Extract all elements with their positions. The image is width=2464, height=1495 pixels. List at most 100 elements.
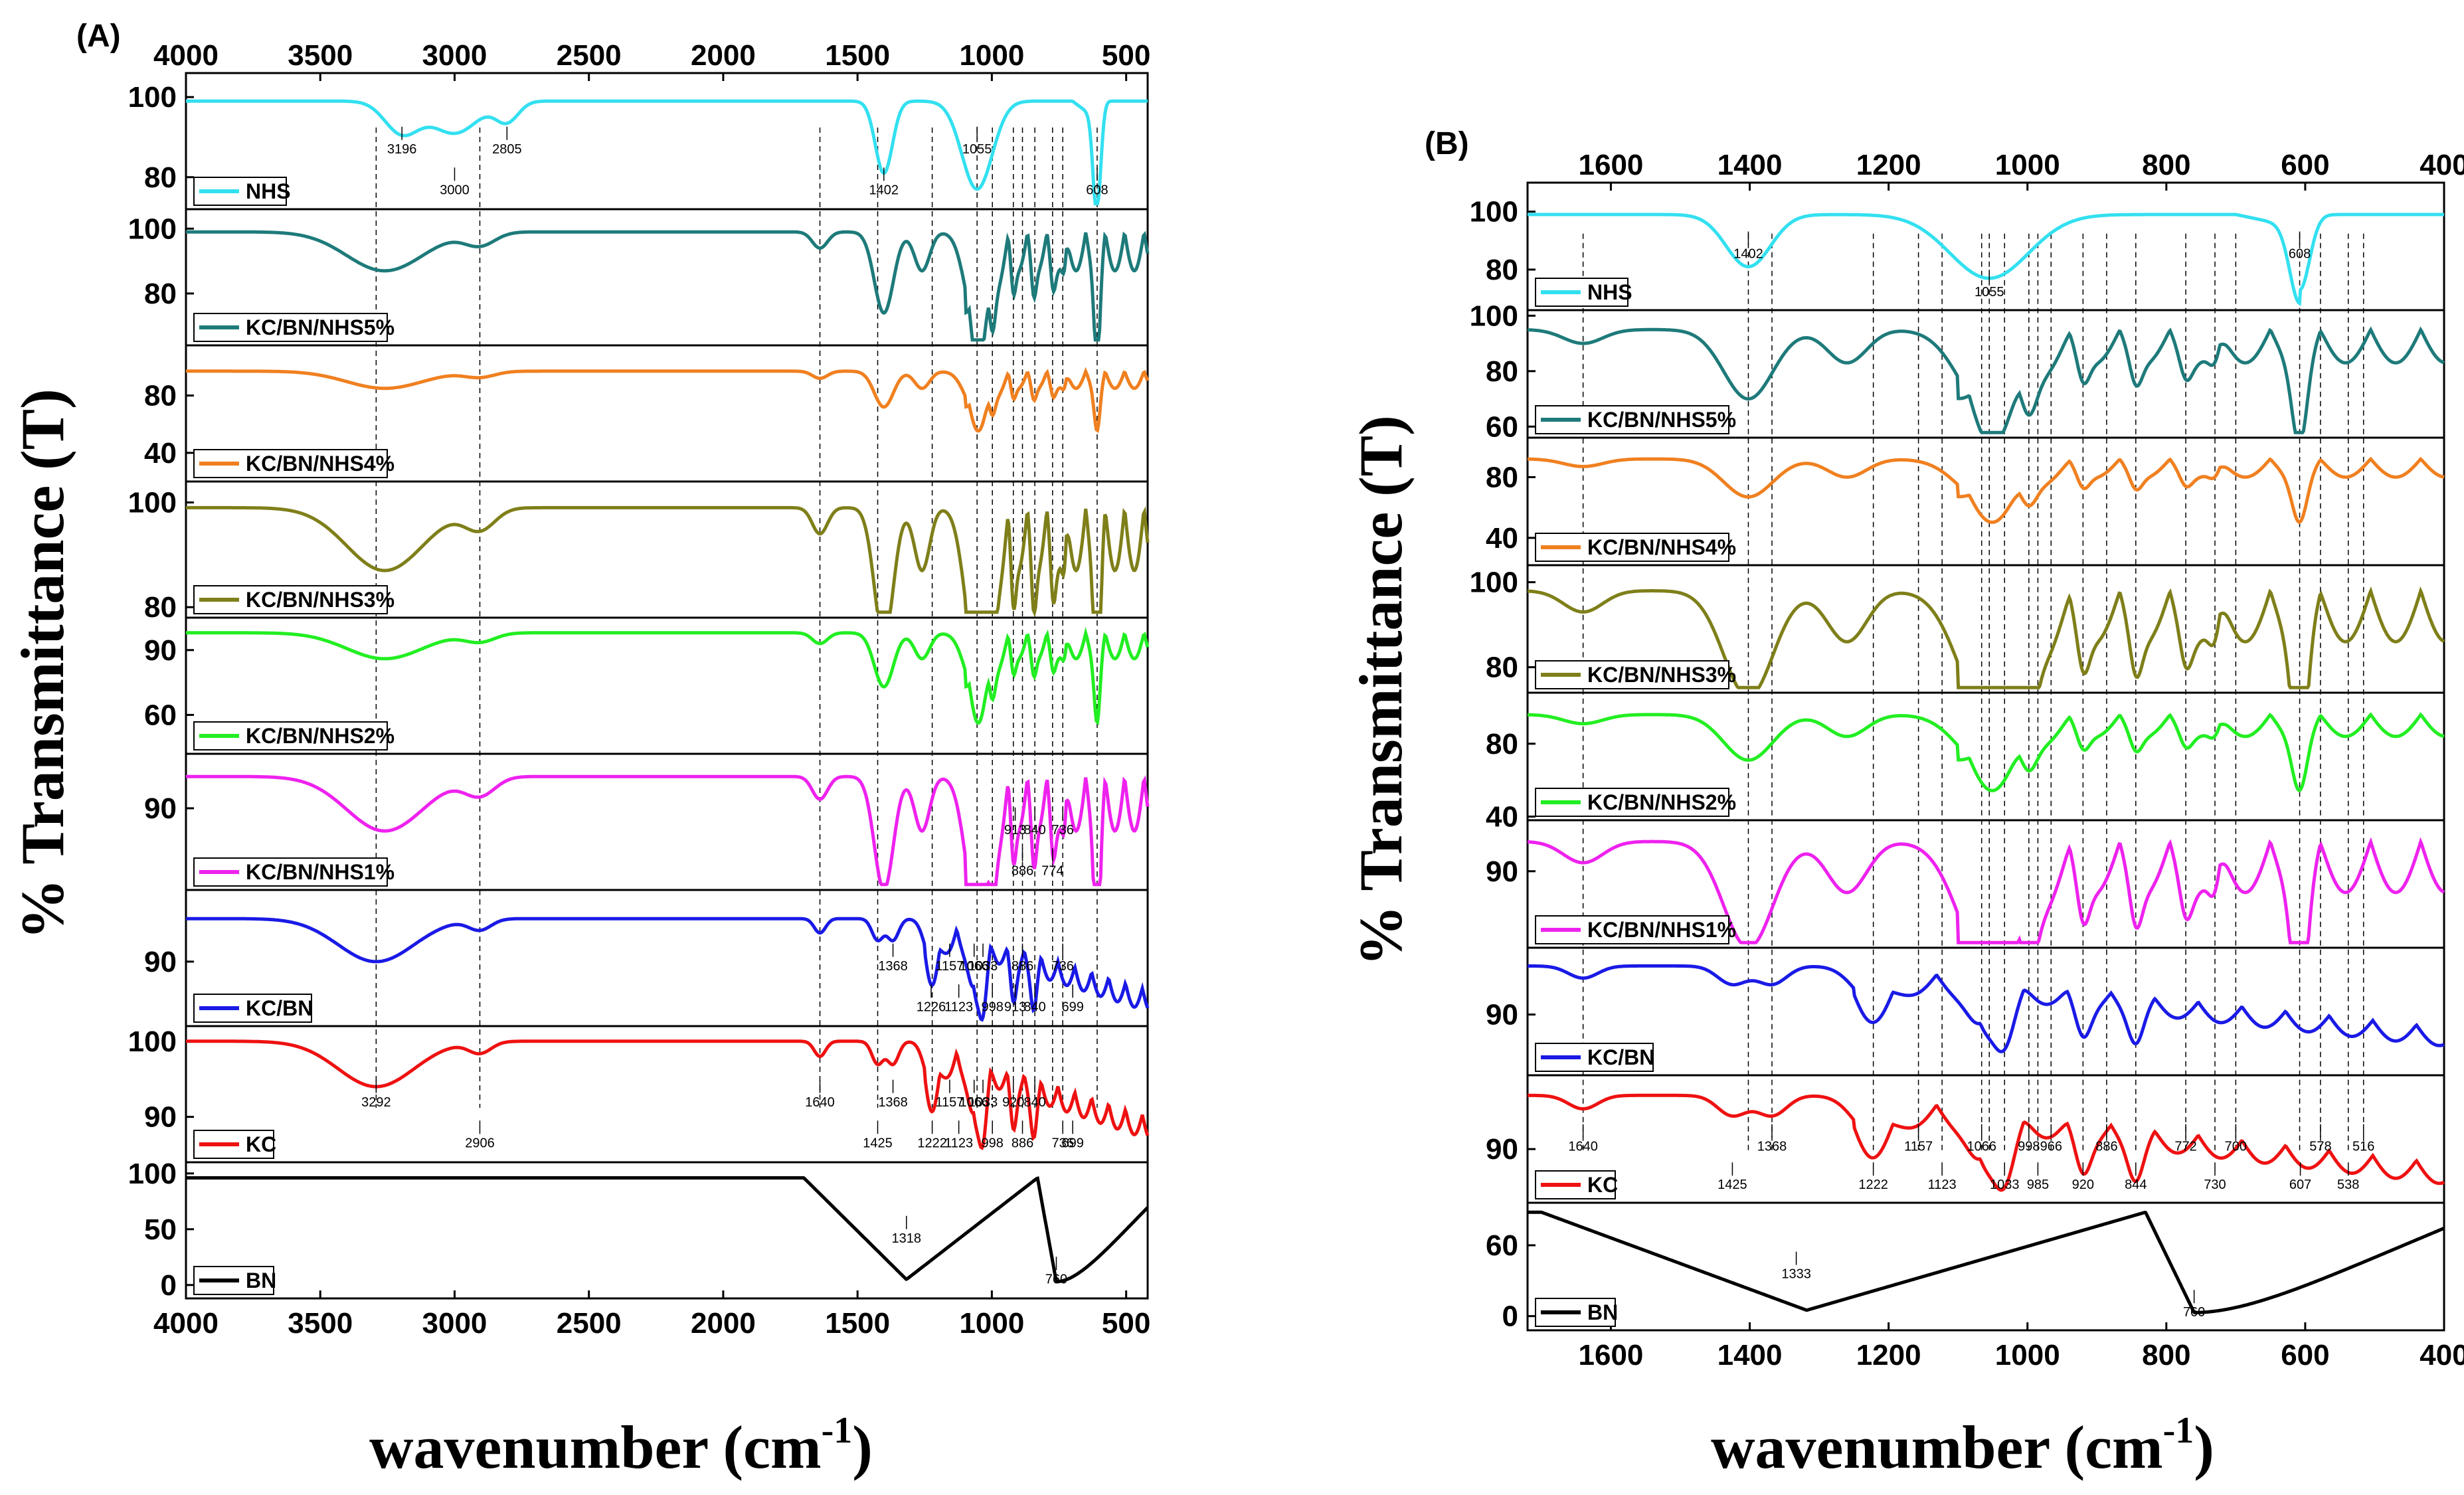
x-tick-label-top: 1200 [1856,149,1921,181]
x-tick-label-bottom: 400 [2420,1339,2464,1371]
y-tick-label: 90 [144,792,177,825]
annotation-label: 760 [2183,1305,2205,1320]
annotation-label: 998 [2018,1140,2040,1154]
legend-label: KC/BN/NHS4% [246,452,395,476]
series-line [1527,326,2445,434]
x-tick-label-top: 3500 [288,39,353,72]
legend-label: KC/BN/NHS1% [246,860,395,884]
annotation-label: 2805 [492,142,522,157]
legend-label: KC/BN/NHS3% [1587,663,1736,687]
y-tick-label: 100 [128,1158,177,1190]
x-tick-label-bottom: 3000 [422,1307,487,1340]
annotation-label: 608 [2289,247,2311,262]
annotation-label: 578 [2309,1140,2331,1154]
annotation-label: 886 [2095,1140,2117,1154]
x-tick-label-bottom: 1400 [1717,1339,1783,1371]
y-tick-label: 100 [1470,567,1518,599]
x-tick-label-top: 4000 [153,39,219,72]
annotation-label: 1055 [1975,285,2004,300]
annotation-label: 772 [2174,1140,2196,1154]
annotation-label: 730 [2204,1178,2226,1192]
annotation-label: 840 [1023,1095,1045,1110]
annotation-label: 699 [1061,1136,1083,1150]
panel-label: (B) [1425,126,1469,161]
annotation-label: 760 [1045,1272,1067,1286]
annotation-label: 913 [1004,1000,1026,1014]
legend-label: KC/BN/NHS1% [1587,918,1736,942]
annotation-label: 1425 [863,1136,893,1150]
annotation-label: 3292 [361,1095,391,1110]
y-tick-label: 80 [144,161,177,194]
annotation-label: 1157 [935,1095,964,1110]
panel-label: (A) [76,19,121,54]
x-tick-label-bottom: 1200 [1856,1339,1921,1371]
x-axis-title-left: wavenumber (cm-1) [369,1410,873,1481]
series-line [186,505,1150,618]
x-tick-label-top: 800 [2142,149,2190,181]
y-tick-label: 60 [1486,1229,1518,1262]
legend-label: BN [246,1269,276,1292]
y-tick-label: 100 [128,81,177,114]
x-tick-label-top: 2000 [691,39,756,72]
y-axis-title-left: % Transmittance (T) [9,389,76,940]
y-tick-label: 100 [128,487,177,519]
x-tick-label-top: 1600 [1579,149,1644,181]
y-tick-label: 80 [144,591,177,624]
annotation-label: 1157 [1904,1140,1933,1154]
series-line [1528,213,2444,306]
x-tick-label-top: 1500 [825,39,890,72]
annotation-label: 516 [2352,1140,2374,1154]
annotation-label: 985 [2027,1178,2049,1192]
annotation-label: 1333 [1781,1267,1811,1282]
annotation-label: 1066 [959,959,989,974]
y-tick-label: 80 [1486,355,1518,388]
series-line [1528,712,2445,792]
y-tick-label: 90 [144,946,177,978]
x-tick-label-top: 1000 [959,39,1024,72]
legend-label: NHS [1587,280,1632,304]
annotation-label: 1066 [1967,1140,1996,1154]
series-line [186,917,1150,1022]
series-line [186,774,1150,887]
annotation-label: 840 [1023,823,1045,837]
y-tick-label: 100 [1470,196,1518,228]
annotation-label: 886 [1012,863,1033,878]
annotation-label: 1318 [892,1231,922,1246]
x-tick-label-bottom: 800 [2142,1339,2190,1371]
annotation-label: 1222 [917,1136,947,1150]
annotation-label: 1033 [1990,1178,2020,1192]
subplot-frame [1526,1201,2445,1332]
y-axis-title-right: % Transmittance (T) [1347,415,1415,966]
y-tick-label: 40 [1486,522,1518,555]
x-tick-label-bottom: 500 [1102,1307,1150,1340]
series-line [186,1039,1150,1150]
x-tick-label-top: 2500 [557,39,622,72]
x-axis-title-right: wavenumber (cm-1) [1711,1410,2214,1481]
y-tick-label: 80 [1486,652,1518,684]
series-line [1528,1093,2445,1192]
x-tick-label-bottom: 1000 [959,1307,1024,1340]
series-line [186,99,1148,206]
annotation-label: 1066 [959,1095,989,1110]
annotation-label: 1640 [805,1095,835,1110]
annotation-label: 1402 [1733,247,1763,262]
x-tick-label-bottom: 2000 [691,1307,756,1340]
y-tick-label: 100 [1470,300,1518,332]
x-tick-label-bottom: 600 [2281,1339,2329,1371]
annotation-label: 1226 [917,1000,946,1014]
annotation-label: 1368 [1757,1140,1787,1154]
legend-label: KC [246,1132,276,1156]
annotation-label: 998 [982,1136,1004,1150]
annotation-label: 1123 [944,1136,973,1150]
annotation-label: 966 [2040,1140,2062,1154]
annotation-label: 1222 [1858,1178,1888,1192]
x-tick-label-top: 600 [2281,149,2329,181]
x-tick-label-bottom: 3500 [288,1307,353,1340]
y-tick-label: 80 [144,380,177,412]
x-tick-label-top: 400 [2420,149,2464,181]
x-tick-label-bottom: 1600 [1579,1339,1644,1371]
legend-label: KC/BN/NHS2% [246,724,395,748]
legend-label: BN [1587,1300,1618,1324]
